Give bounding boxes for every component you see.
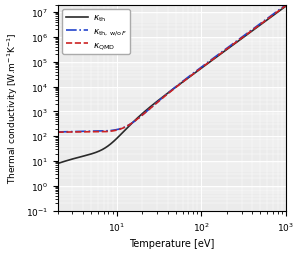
$\kappa_{\mathrm{th,\,w/o\,}F}$ xyxy=(252,27,256,30)
$\kappa_{\mathrm{th,\,w/o\,}F}$ xyxy=(70,131,74,134)
$\kappa_{\mathrm{QMD}}$ xyxy=(56,131,59,134)
$\kappa_{\mathrm{th}}$ xyxy=(284,6,288,9)
$\kappa_{\mathrm{th,\,w/o\,}F}$ xyxy=(201,65,205,68)
Line: $\kappa_{\mathrm{QMD}}$: $\kappa_{\mathrm{QMD}}$ xyxy=(58,6,286,133)
$\kappa_{\mathrm{th}}$ xyxy=(194,71,198,74)
$\kappa_{\mathrm{th}}$ xyxy=(70,158,74,161)
$\kappa_{\mathrm{QMD}}$ xyxy=(188,75,192,78)
$\kappa_{\mathrm{QMD}}$ xyxy=(229,45,232,48)
Legend: $\kappa_{\mathrm{th}}$, $\kappa_{\mathrm{th,\,w/o\,}F}$, $\kappa_{\mathrm{QMD}}$: $\kappa_{\mathrm{th}}$, $\kappa_{\mathrm… xyxy=(62,10,130,55)
$\kappa_{\mathrm{QMD}}$ xyxy=(252,28,256,31)
$\kappa_{\mathrm{th}}$ xyxy=(56,162,59,165)
X-axis label: Temperature [eV]: Temperature [eV] xyxy=(129,239,214,248)
$\kappa_{\mathrm{th,\,w/o\,}F}$ xyxy=(229,45,232,48)
Line: $\kappa_{\mathrm{th,\,w/o\,}F}$: $\kappa_{\mathrm{th,\,w/o\,}F}$ xyxy=(58,6,286,132)
$\kappa_{\mathrm{QMD}}$ xyxy=(284,5,288,8)
$\kappa_{\mathrm{th,\,w/o\,}F}$ xyxy=(194,70,198,73)
$\kappa_{\mathrm{QMD}}$ xyxy=(201,66,205,69)
$\kappa_{\mathrm{th}}$ xyxy=(188,76,192,79)
$\kappa_{\mathrm{th,\,w/o\,}F}$ xyxy=(188,75,192,78)
Line: $\kappa_{\mathrm{th}}$: $\kappa_{\mathrm{th}}$ xyxy=(58,7,286,164)
$\kappa_{\mathrm{th}}$ xyxy=(229,46,232,49)
$\kappa_{\mathrm{th}}$ xyxy=(201,66,205,69)
$\kappa_{\mathrm{th,\,w/o\,}F}$ xyxy=(284,4,288,7)
Y-axis label: Thermal conductivity [W.m$^{-1}$K$^{-1}$]: Thermal conductivity [W.m$^{-1}$K$^{-1}$… xyxy=(6,33,20,184)
$\kappa_{\mathrm{th,\,w/o\,}F}$ xyxy=(56,131,59,134)
$\kappa_{\mathrm{QMD}}$ xyxy=(70,131,74,134)
$\kappa_{\mathrm{th}}$ xyxy=(252,29,256,32)
$\kappa_{\mathrm{QMD}}$ xyxy=(194,71,198,74)
